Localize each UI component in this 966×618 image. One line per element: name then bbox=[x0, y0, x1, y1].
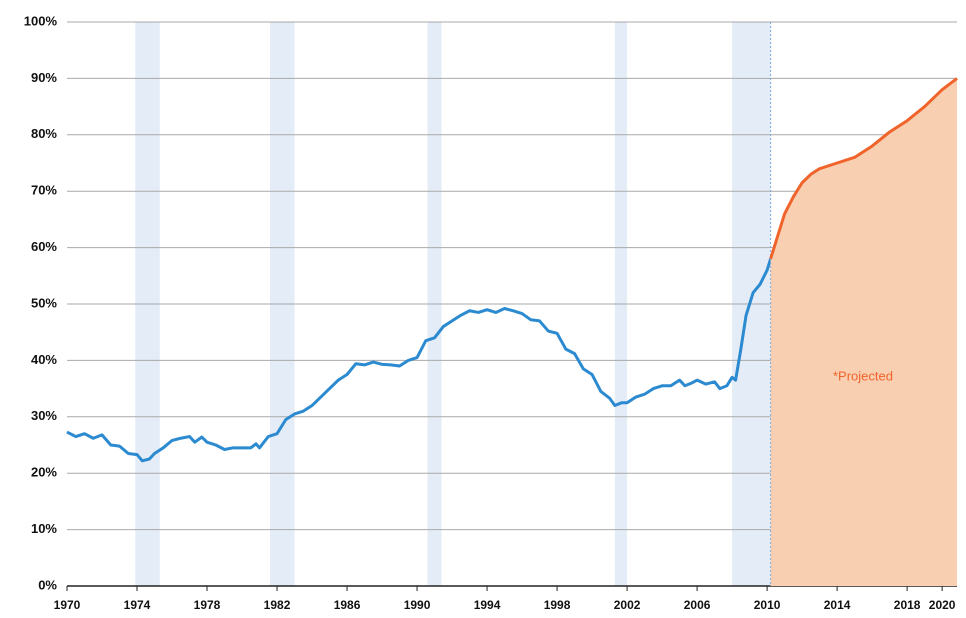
x-tick-label: 1986 bbox=[334, 598, 361, 612]
y-tick-label: 70% bbox=[31, 183, 57, 198]
x-tick-label: 2020 bbox=[929, 598, 956, 612]
x-tick-label: 1978 bbox=[194, 598, 221, 612]
x-tick-label: 2002 bbox=[614, 598, 641, 612]
x-tick-label: 1982 bbox=[264, 598, 291, 612]
x-tick-label: 1994 bbox=[474, 598, 501, 612]
y-tick-label: 20% bbox=[31, 465, 57, 480]
x-tick-label: 2006 bbox=[684, 598, 711, 612]
series-line bbox=[769, 77, 958, 260]
x-tick-label: 1998 bbox=[544, 598, 571, 612]
y-tick-label: 100% bbox=[24, 13, 58, 28]
x-tick-label: 2014 bbox=[824, 598, 851, 612]
y-tick-label: 0% bbox=[38, 577, 57, 592]
projection-area bbox=[770, 78, 957, 587]
plot-area: 0% 10% 20% 30% 40% 50% 60% 70% 80% 90% 100% 1970 197… bbox=[24, 13, 958, 612]
y-tick-label: 80% bbox=[31, 126, 57, 141]
y-tick-label: 50% bbox=[31, 295, 57, 310]
x-tick-label: 1990 bbox=[404, 598, 431, 612]
y-tick-label: 40% bbox=[31, 352, 57, 367]
x-tick-label: 1970 bbox=[54, 598, 81, 612]
y-tick-label: 30% bbox=[31, 408, 57, 423]
y-tick-label: 60% bbox=[31, 239, 57, 254]
series-line bbox=[66, 258, 773, 463]
y-tick-label: 90% bbox=[31, 70, 57, 85]
x-tick-label: 2018 bbox=[894, 598, 921, 612]
annotation: *Projected bbox=[833, 368, 893, 383]
x-tick-label: 1974 bbox=[124, 598, 151, 612]
y-tick-label: 10% bbox=[31, 521, 57, 536]
x-tick-label: 2010 bbox=[754, 598, 781, 612]
